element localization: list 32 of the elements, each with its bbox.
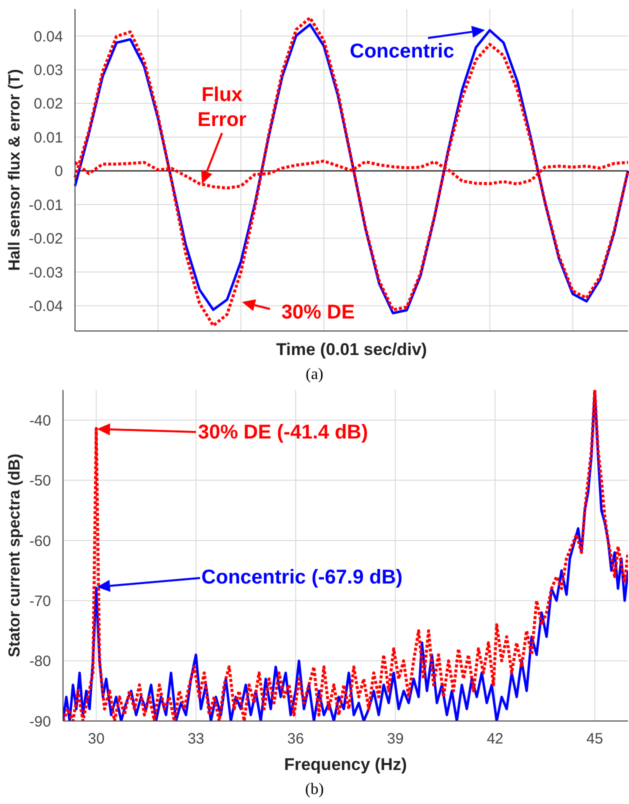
y-tick-label: 0.03 — [34, 62, 63, 80]
x-tick-label: 33 — [188, 730, 204, 748]
x-axis-title: Time (0.01 sec/div) — [276, 340, 427, 359]
annotation: 30% DE (-41.4 dB) — [198, 420, 368, 446]
x-tick-label: 39 — [387, 730, 404, 748]
annotation: Concentric (-67.9 dB) — [201, 566, 403, 590]
x-tick-label: 36 — [287, 730, 304, 748]
text: (b) — [304, 781, 325, 799]
x-tick-label: 30 — [88, 730, 105, 748]
x-tick-label: 42 — [486, 730, 504, 748]
y-tick-label: -60 — [29, 532, 51, 550]
text: (a) — [304, 366, 324, 384]
x-tick-label: 45 — [586, 730, 604, 748]
x-axis-title: Frequency (Hz) — [284, 755, 407, 774]
y-tick-label: -80 — [29, 653, 51, 670]
y-axis-title: Hall sensor flux & error (T) — [6, 69, 24, 271]
annotation: Flux Error — [196, 83, 248, 133]
y-tick-label: -70 — [29, 592, 51, 610]
annotation: Concentric — [350, 40, 454, 64]
y-tick-label: -0.04 — [28, 298, 63, 316]
y-tick-label: 0.01 — [34, 129, 63, 146]
y-tick-label: 0.02 — [34, 96, 63, 113]
y-tick-label: -50 — [29, 472, 51, 490]
y-axis-title: Stator current spectra (dB) — [6, 454, 24, 658]
y-tick-label: -90 — [29, 713, 51, 730]
y-tick-label: 0 — [54, 163, 63, 180]
y-tick-label: -40 — [29, 412, 51, 430]
y-tick-label: -0.02 — [28, 230, 63, 248]
y-tick-label: 0.04 — [34, 28, 63, 46]
y-tick-label: -0.03 — [28, 264, 63, 282]
y-tick-label: -0.01 — [28, 196, 63, 214]
annotation: 30% DE — [281, 300, 355, 326]
